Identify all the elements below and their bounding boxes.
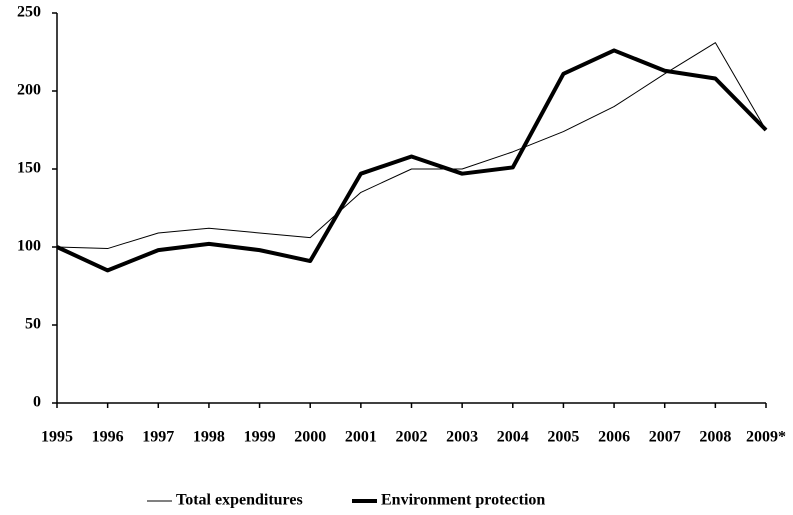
x-tick-label: 1996 <box>92 429 124 446</box>
y-tick-label: 200 <box>17 82 41 99</box>
x-tick-label: 1997 <box>142 429 174 446</box>
series-line <box>56 42 767 250</box>
x-tick-label: 2000 <box>294 429 326 446</box>
legend-label: Total expenditures <box>176 492 303 509</box>
x-tick-label: 2003 <box>446 429 478 446</box>
x-tick-label: 2002 <box>396 429 428 446</box>
x-tick-label: 1999 <box>244 429 276 446</box>
x-tick-label: 2005 <box>547 429 579 446</box>
x-tick-label: 2004 <box>497 429 529 446</box>
x-tick-label: 2006 <box>598 429 630 446</box>
y-tick-label: 50 <box>25 316 41 333</box>
y-tick-label: 0 <box>33 394 41 411</box>
x-tick-label: 2001 <box>345 429 377 446</box>
x-tick-label: 2008 <box>699 429 731 446</box>
y-tick-label: 150 <box>17 160 41 177</box>
x-tick-label: 1995 <box>41 429 73 446</box>
y-tick-label: 250 <box>17 4 41 21</box>
legend-label: Environment protection <box>381 492 545 509</box>
x-tick-label: 1998 <box>193 429 225 446</box>
y-tick-label: 100 <box>17 238 41 255</box>
series-line <box>56 48 768 273</box>
x-tick-label: 2009* <box>746 429 786 446</box>
x-tick-label: 2007 <box>649 429 681 446</box>
